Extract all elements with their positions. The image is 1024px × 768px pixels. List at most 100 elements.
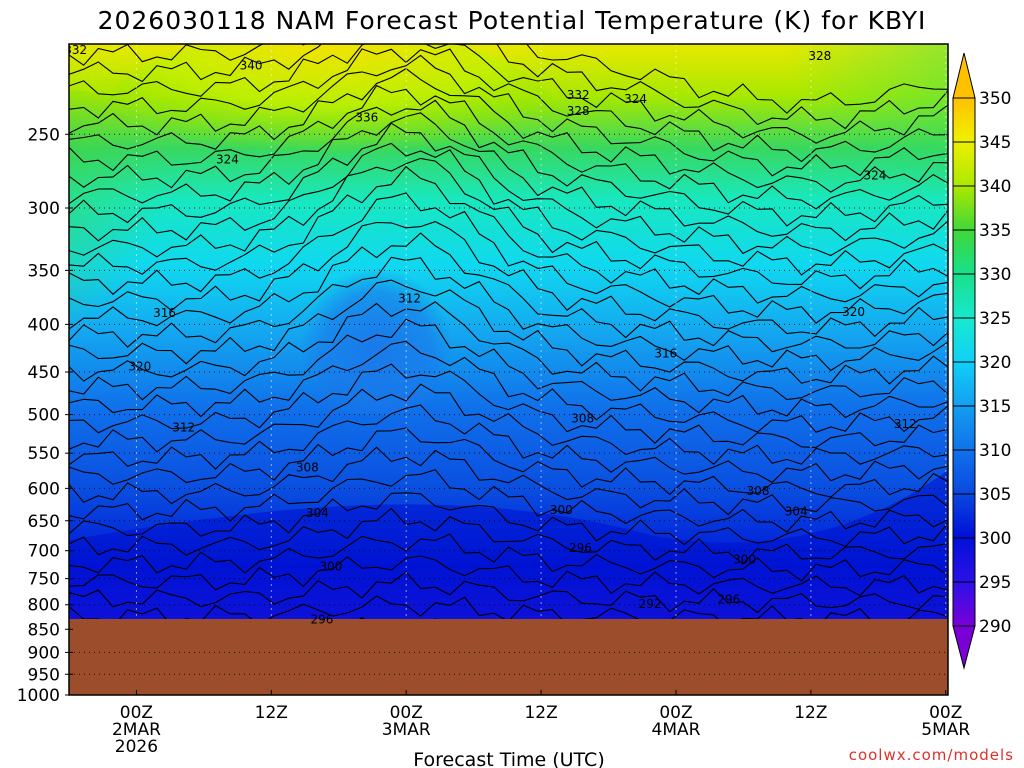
contour-label-324: 324 — [624, 92, 647, 106]
y-tick-label-450: 450 — [28, 363, 60, 383]
isentrope-line — [69, 165, 948, 304]
isentrope-line — [69, 555, 948, 597]
boundary-layer-cold-band — [69, 470, 948, 620]
plot-frame — [68, 43, 949, 696]
y-axis: 250 300 350 400 450 500 550 600 650 700 750 800 850 9… — [17, 125, 73, 706]
isentrope-line — [69, 232, 948, 353]
isentrope-line — [69, 469, 948, 533]
colorbar-label-340: 340 — [979, 177, 1011, 197]
colorbar-lower-arrow — [952, 625, 976, 670]
green-left-region — [69, 90, 240, 330]
isentrope-line — [69, 44, 948, 130]
y-tick-label-400: 400 — [28, 315, 60, 335]
isentrope-line — [69, 533, 948, 582]
isentrope-line — [69, 507, 948, 565]
contour-label-324: 324 — [863, 169, 886, 183]
y-tick-label-900: 900 — [28, 643, 60, 663]
isentrope-line — [69, 279, 948, 385]
contour-label-332: 332 — [64, 43, 87, 57]
contour-label-332: 332 — [567, 88, 590, 102]
colorbar-label-300: 300 — [979, 529, 1011, 549]
y-tick-label-700: 700 — [28, 542, 60, 562]
isentrope-line — [69, 112, 948, 242]
contour-labels: 332 340 336 332 328 324 328 324 324 316 312 320 316 3… — [64, 43, 917, 627]
isentrope-line — [69, 571, 948, 614]
contour-label-320: 320 — [842, 305, 865, 319]
x-tick-label-5-line1: 12Z — [794, 703, 827, 723]
contour-label-340: 340 — [240, 59, 263, 73]
colorbar-label-315: 315 — [979, 397, 1011, 417]
contour-label-312: 312 — [894, 417, 917, 431]
isentrope-line — [69, 318, 948, 419]
colorbar-label-350: 350 — [979, 89, 1011, 109]
colorbar-label-310: 310 — [979, 441, 1011, 461]
contour-label-308: 308 — [296, 461, 319, 475]
contour-label-312: 312 — [172, 420, 195, 434]
x-tick-label-6-line1: 00Z — [929, 703, 962, 723]
contour-label-324: 324 — [216, 152, 239, 166]
isentrope-line — [69, 192, 948, 324]
isentrope-line — [69, 383, 948, 465]
y-tick-label-300: 300 — [28, 199, 60, 219]
y-tick-label-1000: 1000 — [17, 686, 60, 706]
x-tick-label-4-line1: 00Z — [659, 703, 692, 723]
y-tick-label-250: 250 — [28, 125, 60, 145]
x-tick-label-0-line3: 2026 — [115, 737, 158, 757]
colorbar: 290 295 300 305 310 315 320 325 330 335 340 345 350 — [952, 52, 1011, 670]
isentrope-line — [69, 256, 948, 372]
isentrope-line — [69, 54, 948, 177]
isentrope-line — [69, 492, 948, 548]
contour-label-300: 300 — [319, 560, 342, 574]
colorbar-label-295: 295 — [979, 573, 1011, 593]
contour-label-300: 300 — [733, 552, 756, 566]
contour-label-336: 336 — [355, 111, 378, 125]
colorbar-label-305: 305 — [979, 485, 1011, 505]
contour-label-292: 292 — [639, 597, 662, 611]
contour-label-304: 304 — [785, 504, 808, 518]
contour-label-328: 328 — [808, 49, 831, 63]
x-tick-label-2-line2: 3MAR — [382, 720, 431, 740]
isentrope-line — [69, 446, 948, 516]
isentrope-line — [69, 122, 948, 257]
contour-label-320: 320 — [128, 360, 151, 374]
credit-text: coolwx.com/models — [849, 746, 1014, 764]
isentrope-line — [69, 363, 948, 449]
isentrope-line — [69, 44, 948, 144]
isentrope-line — [69, 427, 948, 498]
isentrope-line — [69, 301, 948, 401]
contour-label-316: 316 — [654, 347, 677, 361]
y-tick-label-800: 800 — [28, 596, 60, 616]
isentrope-line — [69, 221, 948, 338]
y-tick-label-550: 550 — [28, 444, 60, 464]
colorbar-label-325: 325 — [979, 309, 1011, 329]
x-tick-label-3-line1: 12Z — [524, 703, 557, 723]
colorbar-label-345: 345 — [979, 133, 1011, 153]
y-tick-label-500: 500 — [28, 406, 60, 426]
isentrope-line — [69, 44, 948, 114]
y-tick-label-350: 350 — [28, 261, 60, 281]
y-tick-label-950: 950 — [28, 665, 60, 685]
isentrope-line — [69, 157, 948, 290]
contour-label-304: 304 — [306, 506, 329, 520]
chart-title: 2026030118 NAM Forecast Potential Temper… — [98, 6, 927, 35]
contour-label-296: 296 — [310, 613, 333, 627]
contour-label-308: 308 — [571, 412, 594, 426]
isentrope-line — [69, 142, 948, 276]
y-tick-label-650: 650 — [28, 512, 60, 532]
isentrope-line — [69, 67, 948, 193]
cold-dome-3mar — [300, 251, 453, 416]
colorbar-label-335: 335 — [979, 221, 1011, 241]
colorbar-upper-arrow — [952, 52, 976, 99]
contour-label-328: 328 — [567, 104, 590, 118]
x-tick-label-1-line1: 12Z — [255, 703, 288, 723]
colorbar-label-320: 320 — [979, 353, 1011, 373]
colorbar-label-330: 330 — [979, 265, 1011, 285]
isentrope-line — [69, 48, 948, 163]
isentrope-line — [69, 99, 948, 227]
isentrope-line — [69, 84, 948, 210]
y-tick-label-850: 850 — [28, 620, 60, 640]
contour-label-300: 300 — [550, 503, 573, 517]
x-tick-label-6-line2: 5MAR — [921, 720, 970, 740]
